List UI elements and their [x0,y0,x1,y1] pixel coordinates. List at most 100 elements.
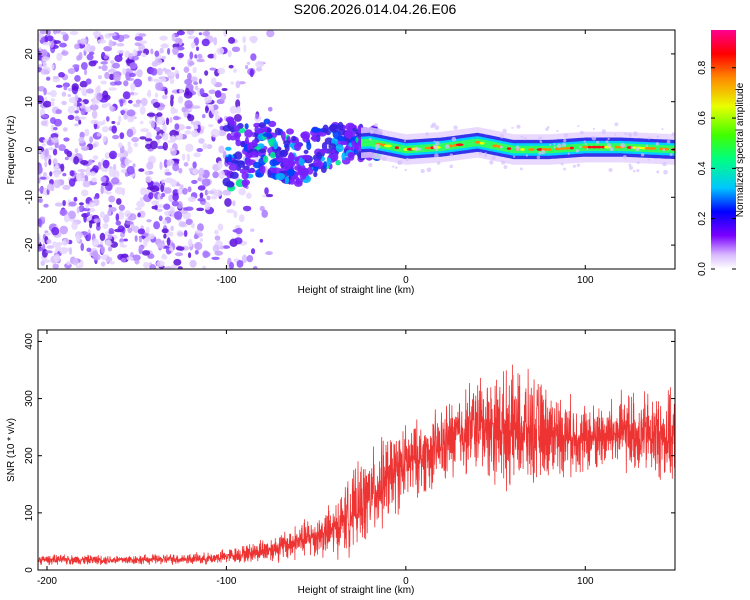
noise-blob [145,226,150,234]
noise-blob [210,195,218,200]
noise-blob [186,153,191,163]
noise-blob [107,69,117,73]
noise-blob [59,225,68,235]
noise-dot [614,122,619,127]
noise-blob [220,92,227,101]
noise-blob [39,185,44,195]
noise-blob [204,202,211,211]
noise-blob [201,114,206,119]
noise-blob [169,129,178,138]
noise-blob [145,175,153,183]
signal-blob [322,161,328,169]
noise-dot [395,166,398,169]
noise-dot [561,142,567,147]
signal-blob [300,132,308,139]
noise-blob [169,206,175,214]
snr-xtick-label: -200 [37,576,57,587]
noise-blob [173,258,182,266]
noise-blob [39,108,45,117]
noise-blob [193,152,201,158]
noise-dot [414,146,419,152]
noise-blob [212,104,219,111]
noise-dot [374,123,378,128]
signal-blob [263,126,269,134]
noise-blob [76,206,80,214]
noise-blob [246,254,254,263]
noise-blob [117,49,125,54]
noise-dot [536,155,541,160]
noise-dot [662,161,667,167]
noise-blob [40,49,48,57]
signal-blob [348,152,355,161]
noise-blob [207,53,216,59]
noise-blob [169,147,176,152]
signal-blob [227,154,233,163]
noise-blob [67,210,77,220]
noise-blob [153,78,159,83]
noise-dot [645,144,649,148]
noise-dot [378,156,381,160]
snr-ytick-label: 300 [24,390,35,407]
noise-blob [132,254,141,262]
noise-blob [161,178,166,184]
noise-blob [99,211,105,219]
signal-blob [280,149,288,158]
ridge-hotspot [587,145,592,149]
noise-blob [41,114,49,119]
noise-blob [183,91,193,99]
noise-blob [185,143,194,153]
noise-blob [112,163,117,171]
noise-blob [96,132,101,137]
noise-dot [655,142,660,146]
noise-blob [43,203,49,208]
noise-blob [102,119,106,125]
ridge-hotspot [582,145,589,149]
ridge-hotspot [383,144,392,148]
noise-blob [183,162,189,167]
noise-dot [445,144,450,149]
noise-blob [212,244,220,253]
noise-blob [109,105,114,111]
noise-blob [72,258,79,266]
signal-blob [274,127,282,136]
signal-blob [263,118,271,125]
noise-blob [250,248,256,255]
signal-blob [295,176,300,184]
noise-blob [255,60,264,69]
noise-blob [183,207,188,211]
noise-blob [49,39,55,48]
spectrogram-xtick-label: 0 [403,275,409,286]
noise-blob [98,66,102,70]
noise-dot [553,146,556,149]
noise-blob [199,88,205,96]
noise-blob [76,55,81,61]
noise-blob [171,200,179,207]
signal-blob [259,165,266,175]
noise-blob [204,70,209,76]
noise-blob [231,46,241,53]
noise-blob [190,76,198,83]
noise-dot [426,167,432,173]
noise-dot [608,167,613,173]
noise-blob [136,200,145,208]
spectrogram-ytick-label: -20 [24,237,35,252]
noise-blob [61,91,67,97]
noise-blob [146,219,152,223]
signal-blob [283,140,291,146]
noise-blob [116,153,125,158]
noise-blob [123,238,128,242]
noise-blob [51,64,55,70]
noise-blob [40,68,50,75]
noise-blob [177,232,185,236]
ridge-hotspot [632,146,637,150]
noise-blob [169,247,174,252]
noise-blob [161,192,166,198]
noise-blob [222,245,231,249]
noise-blob [172,46,179,56]
signal-blob [284,176,290,185]
noise-blob [38,165,43,174]
noise-blob [92,143,97,148]
noise-blob [45,76,51,81]
noise-blob [90,119,99,125]
